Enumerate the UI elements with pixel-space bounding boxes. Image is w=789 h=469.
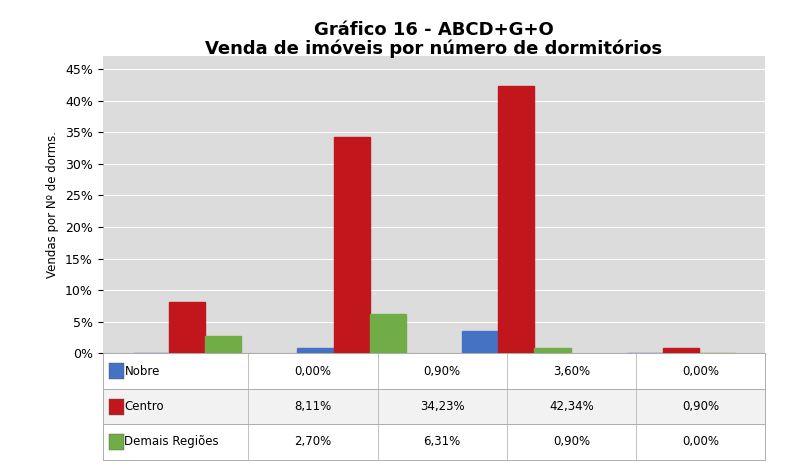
Text: 42,34%: 42,34% — [549, 400, 594, 413]
Bar — [169, 302, 205, 354]
Text: 0,00%: 0,00% — [294, 365, 331, 378]
Y-axis label: Vendas por Nº de dorms.: Vendas por Nº de dorms. — [47, 131, 59, 279]
FancyBboxPatch shape — [109, 399, 124, 415]
Text: Demais Regiões: Demais Regiões — [125, 435, 219, 448]
Bar — [534, 348, 570, 354]
Text: 0,00%: 0,00% — [682, 435, 720, 448]
FancyBboxPatch shape — [109, 363, 124, 379]
Text: Nobre: Nobre — [125, 365, 160, 378]
Bar — [334, 137, 370, 354]
Text: 3,60%: 3,60% — [553, 365, 590, 378]
Bar — [370, 314, 406, 354]
FancyBboxPatch shape — [109, 434, 124, 450]
Bar — [462, 331, 498, 354]
Bar — [205, 336, 241, 354]
Bar — [297, 348, 334, 354]
Bar — [663, 348, 699, 354]
Text: 6,31%: 6,31% — [424, 435, 461, 448]
FancyBboxPatch shape — [103, 354, 765, 389]
Text: 8,11%: 8,11% — [294, 400, 331, 413]
Text: 0,00%: 0,00% — [682, 365, 720, 378]
Text: 2,70%: 2,70% — [294, 435, 331, 448]
FancyBboxPatch shape — [103, 424, 765, 460]
Bar — [498, 86, 534, 354]
Text: 0,90%: 0,90% — [682, 400, 720, 413]
Text: Gráfico 16 - ABCD+G+O: Gráfico 16 - ABCD+G+O — [314, 22, 554, 39]
Text: 0,90%: 0,90% — [553, 435, 590, 448]
Text: 0,90%: 0,90% — [424, 365, 461, 378]
FancyBboxPatch shape — [103, 389, 765, 424]
Text: 34,23%: 34,23% — [420, 400, 465, 413]
Text: Centro: Centro — [125, 400, 164, 413]
Text: Venda de imóveis por número de dormitórios: Venda de imóveis por número de dormitóri… — [205, 40, 663, 59]
